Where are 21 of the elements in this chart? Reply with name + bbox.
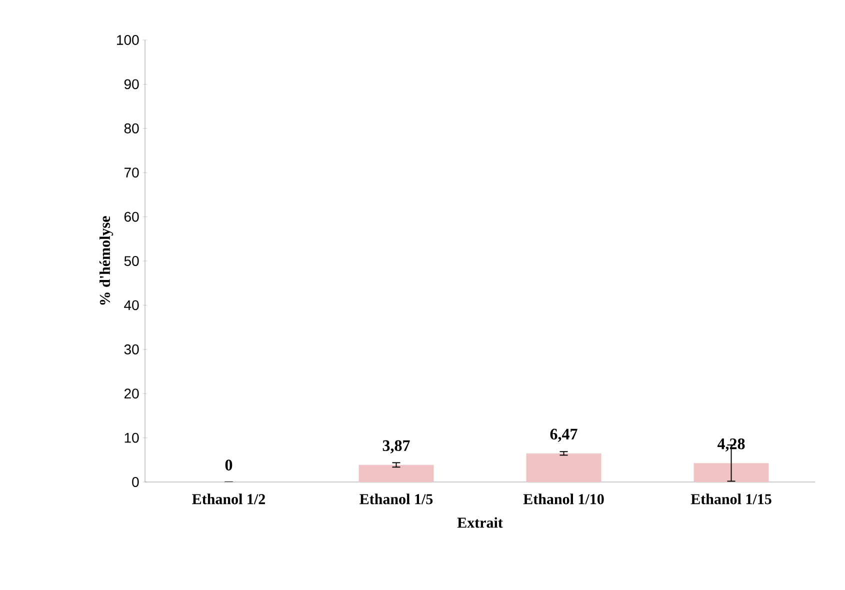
y-axis-title: % d'hémolyse <box>99 216 114 305</box>
x-tick-label: Ethanol 1/2 <box>192 494 265 504</box>
x-tick-label: Ethanol 1/5 <box>360 494 433 504</box>
y-tick-label: 10 <box>124 432 139 443</box>
y-tick-label: 20 <box>124 388 139 399</box>
y-tick-label: 90 <box>124 79 139 90</box>
y-tick-label: 80 <box>124 123 139 134</box>
x-tick-label: Ethanol 1/10 <box>523 494 604 504</box>
data-label: 6,47 <box>550 428 578 442</box>
data-label: 0 <box>225 460 232 470</box>
y-tick-label: 100 <box>117 35 139 45</box>
y-tick-label: 0 <box>132 477 139 487</box>
data-label: 3,87 <box>382 440 410 454</box>
x-axis-title: Extrait <box>457 517 503 528</box>
y-tick-label: 30 <box>124 344 139 354</box>
y-tick-label: 70 <box>124 168 139 178</box>
y-tick-label: 60 <box>124 212 139 222</box>
y-tick-label: 50 <box>124 256 139 266</box>
data-label: 4,28 <box>717 438 745 452</box>
x-tick-label: Ethanol 1/15 <box>690 494 772 504</box>
y-tick-label: 40 <box>124 300 139 310</box>
